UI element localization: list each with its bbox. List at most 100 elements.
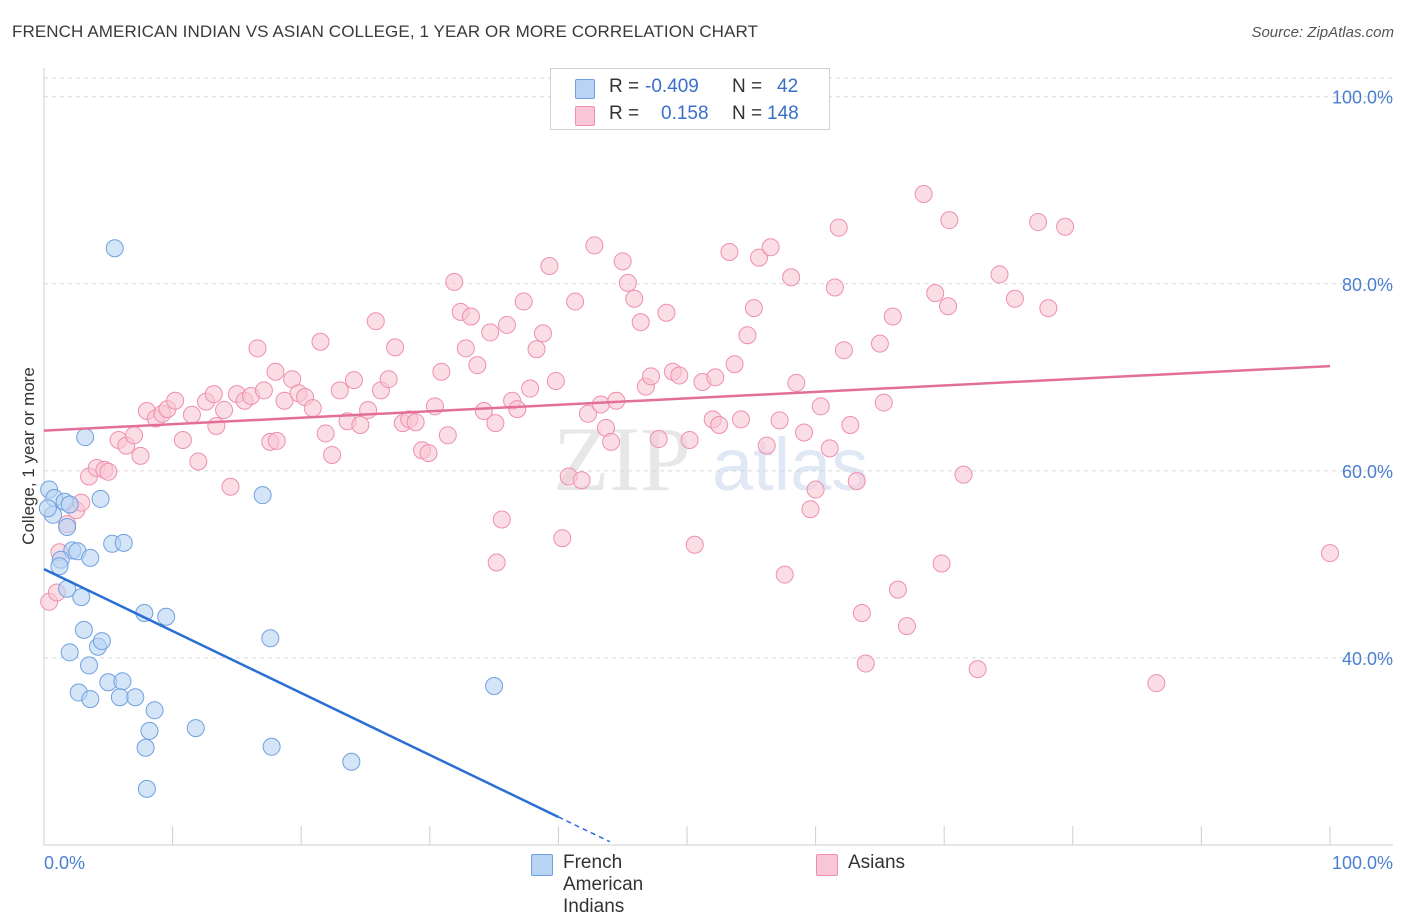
asians-point (254, 381, 273, 400)
asians-point (508, 400, 527, 419)
y-tick-label: 60.0% (1342, 462, 1393, 482)
asians-point (527, 340, 546, 359)
french-american-indians-point (80, 656, 99, 675)
watermark: ZIP atlas (553, 408, 868, 510)
french-american-indians-point (157, 607, 176, 626)
asians-point (939, 297, 958, 316)
french-american-indians-point (60, 643, 79, 662)
asians-point (125, 426, 144, 445)
asians-point (468, 356, 487, 375)
n-value: 42 (777, 76, 799, 97)
french-american-indians-point (126, 688, 145, 707)
french-american-indians-point (92, 632, 111, 651)
asians-point (829, 218, 848, 237)
asians-point (591, 395, 610, 414)
french-american-indians-point (72, 588, 91, 607)
asians-point (641, 367, 660, 386)
asians-point (275, 391, 294, 410)
source-label: Source: ZipAtlas.com (1251, 24, 1394, 41)
asians-point (323, 445, 342, 464)
asians-point (706, 368, 725, 387)
asians-point (770, 411, 789, 430)
asians-point (888, 580, 907, 599)
n-label: N = (732, 76, 763, 97)
scatter-chart: ZIP atlas 40.0% 60.0% 80.0% 100.0% 0.0% 100.0… (19, 68, 1393, 873)
asians-point (914, 184, 933, 203)
asians-point (806, 480, 825, 499)
asians-point (990, 265, 1009, 284)
asians-point (386, 338, 405, 357)
asians-point (1029, 213, 1048, 232)
asians-point (456, 339, 475, 358)
asians-point (811, 397, 830, 416)
asians-point (883, 307, 902, 326)
french-american-indians-point (261, 629, 280, 648)
asians-point (487, 553, 506, 572)
asians-point (311, 332, 330, 351)
r-value: -0.409 (645, 76, 699, 97)
asians-point (825, 278, 844, 297)
asians-point (432, 362, 451, 381)
french-american-indians-point (81, 690, 100, 709)
french-american-indians-point (186, 719, 205, 738)
asians-point (720, 242, 739, 261)
french-american-indians-point (105, 239, 124, 258)
asians-point (351, 416, 370, 435)
french-american-indians-point (81, 548, 100, 567)
asians-point (131, 446, 150, 465)
r-label: R = (609, 103, 640, 124)
asians-point (182, 405, 201, 424)
r-label: R = (609, 76, 640, 97)
asians-point (602, 432, 621, 451)
asians-point (359, 401, 378, 420)
asians-point (750, 248, 769, 267)
asians-point (486, 414, 505, 433)
french-american-indians-point (50, 557, 69, 576)
y-tick-label: 100.0% (1332, 88, 1393, 108)
asians-point (514, 292, 533, 311)
asians-point (173, 430, 192, 449)
asians-point (166, 391, 185, 410)
asians-point (344, 371, 363, 390)
pink-swatch (575, 106, 595, 126)
asians-point (613, 252, 632, 271)
asians-point (419, 444, 438, 463)
asians-point (521, 379, 540, 398)
asians-point (782, 268, 801, 287)
french-american-indians-point (262, 737, 281, 756)
asians-point (1147, 674, 1166, 693)
n-value: 148 (767, 103, 799, 124)
asians-trend-line (43, 364, 1331, 432)
asians-point (481, 323, 500, 342)
asians-point (940, 211, 959, 230)
asians-point (874, 393, 893, 412)
french-american-indians-point (76, 428, 95, 447)
asians-point (366, 312, 385, 331)
french-american-indians-point (342, 752, 361, 771)
asians-point (474, 401, 493, 420)
asians-point (631, 313, 650, 332)
french-american-indians-point (145, 701, 164, 720)
asians-point (710, 416, 729, 435)
french-american-indians-point (114, 533, 133, 552)
asians-point (215, 401, 234, 420)
asians-point (657, 303, 676, 322)
tick-labels: 40.0% 60.0% 80.0% 100.0% 0.0% 100.0% (44, 88, 1393, 873)
asians-point (207, 416, 226, 435)
french-american-indians-point (38, 499, 57, 518)
asians-point (725, 355, 744, 374)
asians-point (1005, 289, 1024, 308)
asians-point (438, 426, 457, 445)
x-tick-label: 0.0% (44, 853, 85, 873)
y-tick-label: 40.0% (1342, 649, 1393, 669)
asians-points (40, 184, 1339, 693)
asians-point (757, 436, 776, 455)
asians-point (649, 430, 668, 449)
french-american-indians-point (136, 738, 155, 757)
asians-point (852, 604, 871, 623)
asians-point (625, 289, 644, 308)
french-american-indians-point (110, 688, 129, 707)
watermark-zip: ZIP (553, 408, 691, 510)
asians-point (775, 565, 794, 584)
asians-point (492, 510, 511, 529)
